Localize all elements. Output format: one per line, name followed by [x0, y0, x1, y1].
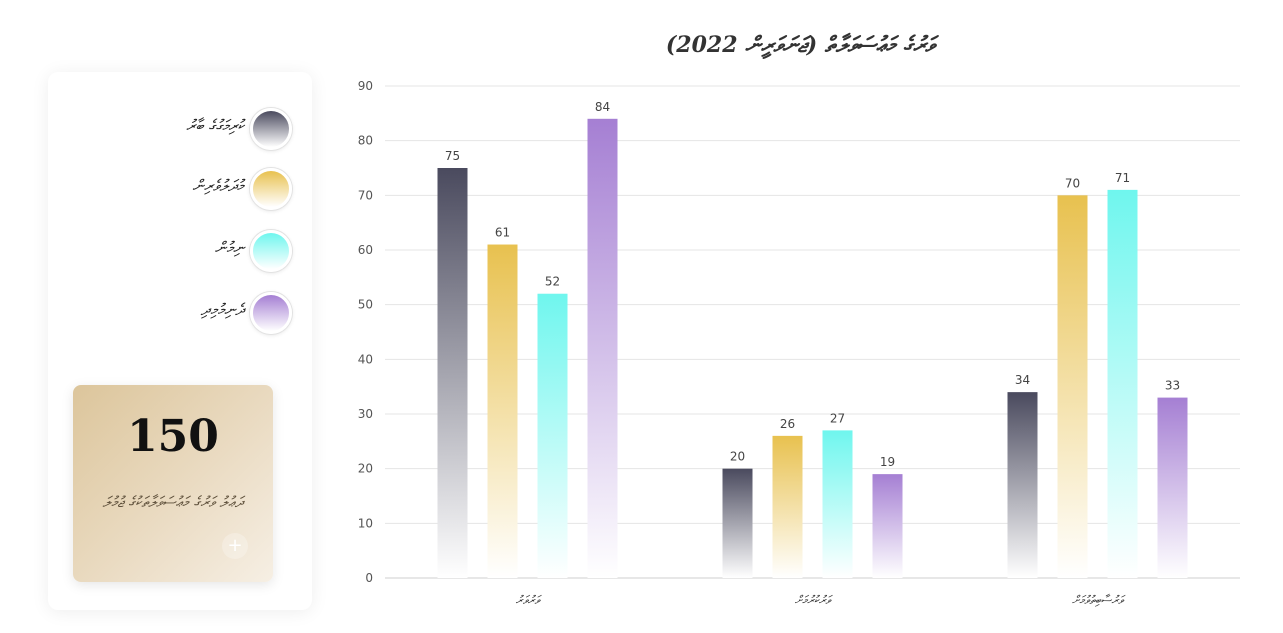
data-label: 19: [880, 455, 895, 469]
bar[interactable]: [537, 293, 568, 578]
y-tick-label: 50: [358, 298, 373, 312]
data-label: 61: [495, 226, 510, 240]
y-tick-label: 60: [358, 243, 373, 257]
data-label: 52: [545, 275, 560, 289]
x-tick-label: ވަރުވަރު: [516, 593, 542, 607]
legend-label: ދެނިމުމިދި: [200, 300, 244, 319]
legend-item[interactable]: ދެނިމުމިދި: [48, 290, 312, 334]
x-tick-label: ވަރުސާބިތުވުމަށް: [1072, 593, 1126, 607]
legend-item[interactable]: ކުރިމަގުގެ ބާރު: [48, 106, 312, 150]
plus-icon[interactable]: +: [222, 533, 248, 559]
legend-swatch-icon: [250, 108, 292, 150]
data-label: 33: [1165, 379, 1180, 393]
legend-swatch-icon: [250, 292, 292, 334]
data-label: 27: [830, 411, 845, 425]
bar[interactable]: [1057, 195, 1088, 579]
total-summary-card: 150 ދަޢުލު ވަރުގެ މަޢުސަވަލާތަކުގެ ޖުމުލ…: [73, 385, 273, 582]
legend-swatch-icon: [250, 168, 292, 210]
data-label: 34: [1015, 373, 1030, 387]
bar[interactable]: [487, 244, 518, 579]
total-label: ދަޢުލު ވަރުގެ މަޢުސަވަލާތަކުގެ ޖުމުލަ: [102, 493, 244, 511]
legend-item[interactable]: މުދަލުވެރިން: [48, 166, 312, 210]
legend-label: ކުރިމަގުގެ ބާރު: [186, 116, 244, 135]
data-label: 71: [1115, 171, 1130, 185]
bar[interactable]: [1157, 397, 1188, 578]
y-tick-label: 10: [358, 516, 373, 530]
data-label: 84: [595, 100, 610, 114]
legend-item[interactable]: ނިމުން: [48, 228, 312, 272]
bar[interactable]: [722, 468, 753, 578]
data-label: 75: [445, 149, 460, 163]
bar[interactable]: [822, 430, 853, 578]
y-tick-label: 40: [358, 352, 373, 366]
bar[interactable]: [437, 168, 468, 578]
total-value: 150: [127, 411, 219, 462]
bar[interactable]: [772, 435, 803, 578]
data-label: 20: [730, 450, 745, 464]
legend-label: ނިމުން: [214, 238, 244, 257]
y-tick-label: 80: [358, 134, 373, 148]
y-tick-label: 90: [358, 79, 373, 93]
legend-label: މުދަލުވެރިން: [192, 176, 244, 195]
bar[interactable]: [587, 118, 618, 579]
y-tick-label: 30: [358, 407, 373, 421]
data-label: 70: [1065, 176, 1080, 190]
y-tick-label: 20: [358, 462, 373, 476]
data-label: 26: [780, 417, 795, 431]
y-tick-label: 70: [358, 188, 373, 202]
y-tick-label: 0: [365, 571, 373, 585]
bar[interactable]: [872, 474, 903, 578]
chart-title: ވަރުގެ މަޢުސަވަލާތް (ޖަނަވަރީން 2022): [665, 32, 935, 58]
x-tick-label: ވަރުކުރުމަށް: [795, 593, 833, 607]
bar[interactable]: [1107, 189, 1138, 578]
legend-swatch-icon: [250, 230, 292, 272]
bar[interactable]: [1007, 392, 1038, 578]
